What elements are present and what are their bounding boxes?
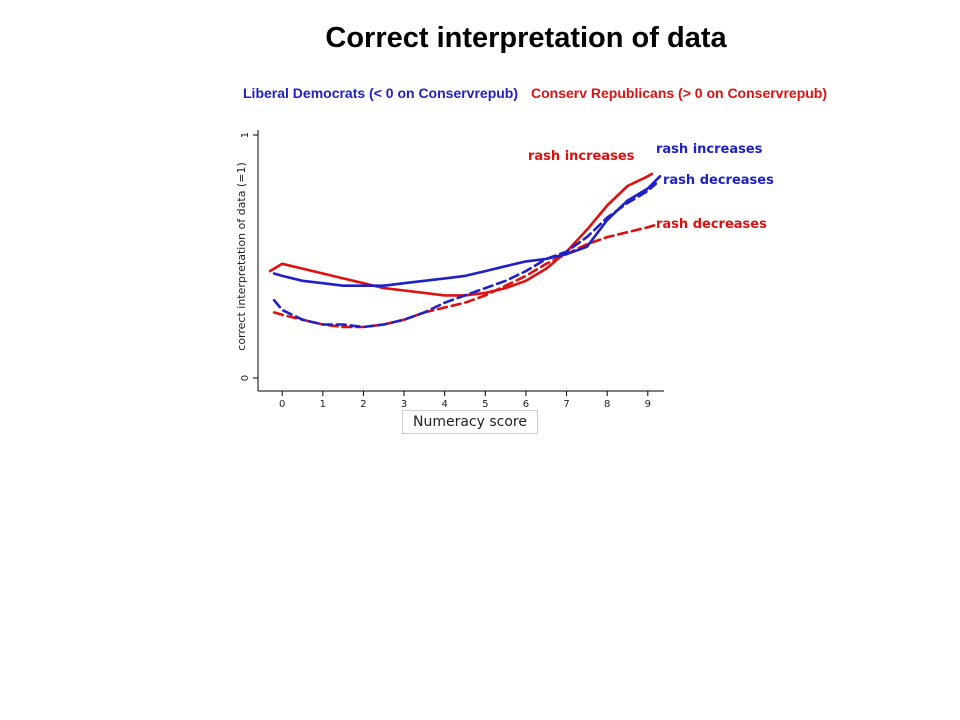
page-title: Correct interpretation of data [325,22,727,54]
x-tick-label: 1 [320,399,326,410]
democrats-rash-decreases-annotation: rash decreases [663,173,774,188]
republicans-rash-decreases-annotation: rash decreases [656,217,767,232]
y-tick-label: 0 [240,375,251,381]
x-tick-label: 2 [360,399,366,410]
y-tick-label: 1 [240,132,251,138]
democrats-rash-increases-line [272,175,662,287]
democrats-subtitle: Liberal Democrats (< 0 on Conservrepub) [243,85,519,101]
democrats-rash-decreases-line [272,182,658,329]
x-tick-label: 8 [604,399,610,410]
x-tick-label: 3 [401,399,407,410]
x-tick-label: 4 [442,399,448,410]
x-tick-label: 7 [563,399,569,410]
x-tick-label: 0 [279,399,285,410]
x-tick-label: 5 [482,399,488,410]
x-tick-label: 6 [523,399,529,410]
x-tick-label: 9 [645,399,651,410]
x-axis-label: Numeracy score [402,410,538,434]
y-axis-label: correct interpretation of data (=1) [235,162,248,350]
republicans-subtitle: Conserv Republicans (> 0 on Conservrepub… [531,85,828,101]
democrats-rash-increases-annotation: rash increases [656,142,763,157]
republicans-rash-increases-annotation: rash increases [528,149,635,164]
